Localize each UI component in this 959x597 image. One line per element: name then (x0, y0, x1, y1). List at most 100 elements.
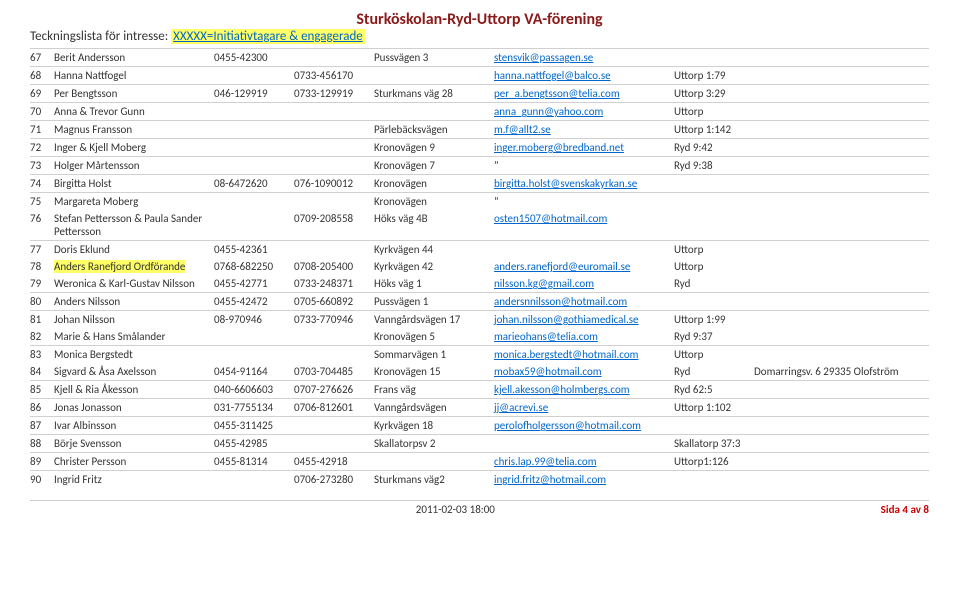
member-name: Monica Bergstedt (54, 348, 214, 361)
member-name: Marie & Hans Smålander (54, 330, 214, 343)
table-row: 67Berit Andersson0455-42300Pussvägen 3st… (30, 48, 929, 66)
email[interactable]: chris.lap.99@telia.com (494, 455, 674, 468)
address: Kronovägen 7 (374, 159, 494, 172)
location: Uttorp 1:99 (674, 313, 754, 326)
table-row: 88Börje Svensson0455-42985Skallatorpsv 2… (30, 434, 929, 452)
member-name: Stefan Pettersson & Paula Sander Petters… (54, 212, 214, 238)
phone-2: 0705-660892 (294, 295, 374, 308)
email[interactable]: anders.ranefjord@euromail.se (494, 260, 674, 273)
page-footer: 2011-02-03 18:00 Sida 4 av 8 (30, 500, 929, 516)
location: Uttorp 3:29 (674, 87, 754, 100)
table-row: 76Stefan Pettersson & Paula Sander Pette… (30, 210, 929, 240)
row-number: 89 (30, 455, 54, 468)
member-name: Ingrid Fritz (54, 473, 214, 486)
member-name: Doris Eklund (54, 243, 214, 256)
email[interactable]: m.f@allt2.se (494, 123, 674, 136)
email[interactable]: jj@acrevi.se (494, 401, 674, 414)
row-number: 90 (30, 473, 54, 486)
address: Kyrkvägen 44 (374, 243, 494, 256)
member-name: Margareta Moberg (54, 195, 214, 208)
email[interactable]: perolofholgersson@hotmail.com (494, 419, 674, 432)
phone-1: 08-970946 (214, 313, 294, 326)
address: Kronovägen (374, 177, 494, 190)
email[interactable]: anna_gunn@yahoo.com (494, 105, 674, 118)
email[interactable]: birgitta.holst@svenskakyrkan.se (494, 177, 674, 190)
phone-1: 0454-91164 (214, 365, 294, 378)
page-title: Sturköskolan-Ryd-Uttorp VA-förening (30, 10, 929, 29)
email[interactable]: ingrid.fritz@hotmail.com (494, 473, 674, 486)
location: Ryd 9:42 (674, 141, 754, 154)
address: Sturkmans väg2 (374, 473, 494, 486)
location: Uttorp 1:102 (674, 401, 754, 414)
email[interactable]: kjell.akesson@holmbergs.com (494, 383, 674, 396)
row-number: 82 (30, 330, 54, 343)
phone-2: 0703-704485 (294, 365, 374, 378)
address: Pussvägen 1 (374, 295, 494, 308)
row-number: 83 (30, 348, 54, 361)
row-number: 86 (30, 401, 54, 414)
email[interactable]: osten1507@hotmail.com (494, 212, 674, 225)
email[interactable]: monica.bergstedt@hotmail.com (494, 348, 674, 361)
email[interactable]: johan.nilsson@gothiamedical.se (494, 313, 674, 326)
row-number: 74 (30, 177, 54, 190)
location: Ryd 9:38 (674, 159, 754, 172)
sub-heading: Teckningslista för intresse: XXXXX=Initi… (30, 29, 929, 44)
email[interactable]: per_a.bengtsson@telia.com (494, 87, 674, 100)
phone-1: 0455-311425 (214, 419, 294, 432)
location: Uttorp1:126 (674, 455, 754, 468)
email[interactable]: andersnnilsson@hotmail.com (494, 295, 674, 308)
phone-1: 040-6606603 (214, 383, 294, 396)
address: Vanngårdsvägen (374, 401, 494, 414)
table-row: 85Kjell & Ria Åkesson040-66066030707-276… (30, 380, 929, 398)
table-row: 84Sigvard & Åsa Axelsson0454-911640703-7… (30, 363, 929, 380)
phone-1: 0455-81314 (214, 455, 294, 468)
phone-2: 0706-812601 (294, 401, 374, 414)
location: Uttorp 1:142 (674, 123, 754, 136)
member-name: Hanna Nattfogel (54, 69, 214, 82)
member-name: Anna & Trevor Gunn (54, 105, 214, 118)
row-number: 80 (30, 295, 54, 308)
phone-1: 031-7755134 (214, 401, 294, 414)
table-row: 86Jonas Jonasson031-77551340706-812601Va… (30, 398, 929, 416)
table-row: 70Anna & Trevor Gunnanna_gunn@yahoo.comU… (30, 102, 929, 120)
address: Vanngårdsvägen 17 (374, 313, 494, 326)
address: Kronovägen (374, 195, 494, 208)
address: Kyrkvägen 18 (374, 419, 494, 432)
email[interactable]: inger.moberg@bredband.net (494, 141, 674, 154)
extra: Domarringsv. 6 29335 Olofström (754, 365, 929, 378)
member-name: Holger Mårtensson (54, 159, 214, 172)
member-name: Inger & Kjell Moberg (54, 141, 214, 154)
address: Pussvägen 3 (374, 51, 494, 64)
table-row: 75Margareta MobergKronovägen” (30, 192, 929, 210)
table-row: 82Marie & Hans Smålander Kronovägen 5mari… (30, 328, 929, 345)
row-number: 81 (30, 313, 54, 326)
row-number: 75 (30, 195, 54, 208)
phone-2: 0733-129919 (294, 87, 374, 100)
row-number: 84 (30, 365, 54, 378)
email[interactable]: nilsson.kg@gmail.com (494, 277, 674, 290)
email[interactable]: hanna.nattfogel@balco.se (494, 69, 674, 82)
email[interactable]: mobax59@hotmail.com (494, 365, 674, 378)
footer-page: Sida 4 av 8 (881, 503, 929, 516)
table-row: 69Per Bengtsson046-1299190733-129919Stur… (30, 84, 929, 102)
row-number: 79 (30, 277, 54, 290)
member-name: Börje Svensson (54, 437, 214, 450)
address: Höks väg 1 (374, 277, 494, 290)
member-name: Jonas Jonasson (54, 401, 214, 414)
address: Kronovägen 5 (374, 330, 494, 343)
phone-2: 0455-42918 (294, 455, 374, 468)
row-number: 70 (30, 105, 54, 118)
phone-2: 0707-276626 (294, 383, 374, 396)
email[interactable]: marieohans@telia.com (494, 330, 674, 343)
address: Frans väg (374, 383, 494, 396)
member-name: Anders Ranefjord Ordförande (54, 260, 214, 273)
address: Kronovägen 9 (374, 141, 494, 154)
email[interactable]: stensvik@passagen.se (494, 51, 674, 64)
address: Höks väg 4B (374, 212, 494, 225)
location: Ryd (674, 277, 754, 290)
row-number: 85 (30, 383, 54, 396)
row-number: 88 (30, 437, 54, 450)
table-row: 83Monica BergstedtSommarvägen 1monica.be… (30, 345, 929, 363)
location: Skallatorp 37:3 (674, 437, 754, 450)
address: Kyrkvägen 42 (374, 260, 494, 273)
